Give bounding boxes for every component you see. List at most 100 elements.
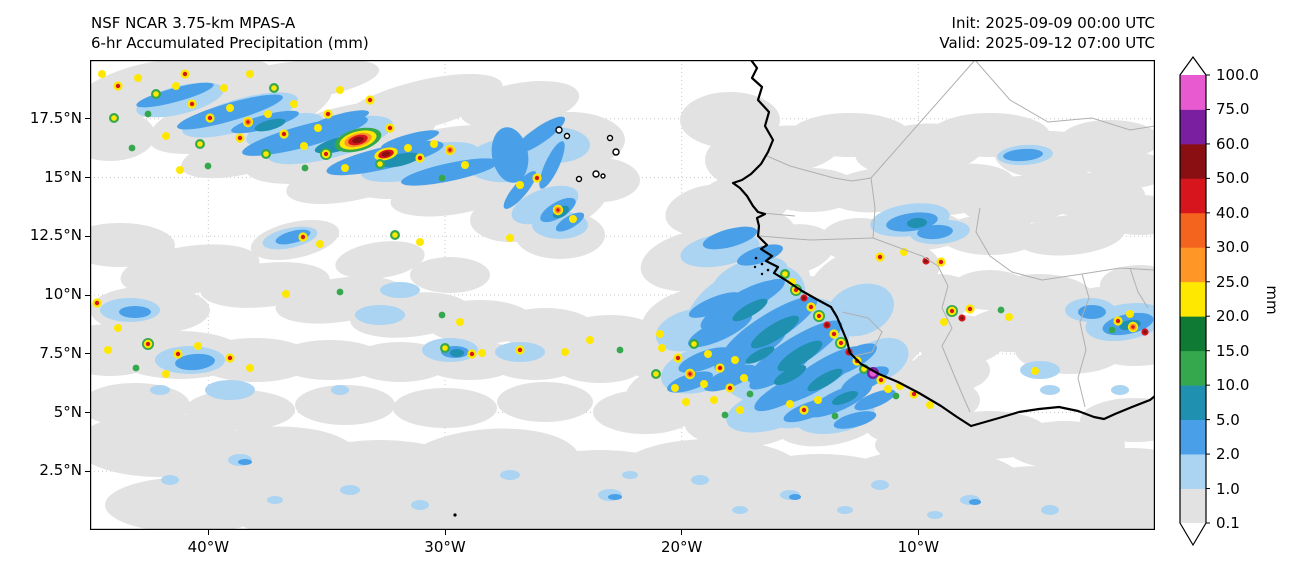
lat-tick-mark bbox=[85, 470, 90, 472]
precip-patch bbox=[500, 470, 520, 480]
precip-cell bbox=[675, 355, 681, 361]
precip-cell bbox=[128, 144, 136, 152]
precip-patch bbox=[491, 127, 529, 183]
precip-cell bbox=[802, 296, 806, 300]
precip-patch bbox=[807, 368, 843, 392]
precip-cell bbox=[392, 232, 398, 238]
precip-cell bbox=[367, 97, 373, 103]
precip-cell bbox=[132, 364, 140, 372]
precipitation-map bbox=[90, 60, 1155, 530]
precip-patch bbox=[1041, 505, 1059, 515]
precip-patch bbox=[731, 278, 785, 312]
precip-cell bbox=[114, 324, 122, 332]
model-name: NSF NCAR 3.75-km MPAS-A bbox=[91, 14, 296, 32]
lat-tick-label: 10°N bbox=[44, 285, 82, 303]
precip-cell bbox=[189, 101, 195, 107]
colorbar-segment bbox=[1180, 212, 1206, 248]
precip-cell bbox=[404, 144, 412, 152]
lon-tick-label: 10°W bbox=[897, 538, 940, 556]
precip-patch bbox=[608, 494, 622, 500]
precip-patch bbox=[515, 116, 565, 154]
precip-patch bbox=[1003, 148, 1043, 162]
precip-cell bbox=[246, 364, 254, 372]
precip-patch bbox=[335, 241, 425, 279]
colorbar-tick-label: 40.0 bbox=[1216, 203, 1250, 222]
precip-cell bbox=[1115, 318, 1121, 324]
island-dot bbox=[453, 513, 457, 517]
precip-cell bbox=[197, 141, 203, 147]
precip-cell bbox=[115, 83, 121, 89]
precip-patch bbox=[175, 353, 215, 371]
precip-patch bbox=[555, 212, 585, 232]
precip-cell bbox=[448, 148, 452, 152]
precip-patch bbox=[401, 158, 499, 186]
lat-tick-mark bbox=[85, 294, 90, 296]
colorbar-segment bbox=[1180, 109, 1206, 145]
precip-cell bbox=[220, 84, 228, 92]
precip-cell bbox=[1131, 325, 1135, 329]
precip-patch bbox=[622, 471, 638, 479]
precip-patch bbox=[910, 348, 990, 392]
precip-patch bbox=[823, 343, 877, 377]
precip-cell bbox=[194, 342, 202, 350]
country-border bbox=[1129, 267, 1149, 309]
precip-patch bbox=[831, 391, 859, 405]
precip-cell bbox=[825, 323, 829, 327]
precip-patch bbox=[687, 312, 753, 348]
colorbar-segment bbox=[1180, 419, 1206, 455]
lon-tick-label: 20°W bbox=[660, 538, 703, 556]
precip-cell bbox=[263, 151, 269, 157]
lon-tick-mark bbox=[207, 530, 209, 535]
country-border bbox=[761, 212, 796, 217]
precip-patch bbox=[1090, 152, 1155, 188]
island-dot bbox=[766, 268, 770, 272]
core-ring bbox=[352, 136, 364, 144]
precip-patch bbox=[969, 499, 981, 505]
colorbar-tick-label: 2.0 bbox=[1216, 445, 1240, 464]
island-dot bbox=[760, 262, 764, 266]
precip-patch bbox=[773, 365, 807, 385]
precip-cell bbox=[430, 140, 438, 148]
precip-patch bbox=[130, 60, 270, 93]
precip-cell bbox=[892, 392, 900, 400]
forecast-times-block: Init: 2025-09-09 00:00 UTC Valid: 2025-0… bbox=[939, 13, 1155, 53]
precip-cell bbox=[246, 120, 250, 124]
precip-cell bbox=[162, 370, 170, 378]
lat-tick-mark bbox=[85, 353, 90, 355]
precip-patch bbox=[754, 368, 826, 412]
island-outline bbox=[575, 175, 583, 183]
precip-cell bbox=[586, 336, 594, 344]
precip-cell bbox=[207, 115, 213, 121]
precip-patch bbox=[411, 500, 429, 510]
precip-cell bbox=[478, 349, 486, 357]
precip-cell bbox=[1143, 330, 1147, 334]
precip-patch bbox=[136, 82, 214, 108]
precip-patch bbox=[267, 496, 283, 504]
country-border bbox=[941, 345, 971, 413]
colorbar-tick-label: 20.0 bbox=[1216, 307, 1250, 326]
precip-patch bbox=[826, 283, 894, 337]
colorbar-segment bbox=[1180, 143, 1206, 179]
precip-patch bbox=[1015, 214, 1125, 256]
precip-cell bbox=[700, 380, 708, 388]
precip-patch bbox=[1080, 398, 1155, 442]
precip-cell bbox=[967, 306, 973, 312]
precip-cell bbox=[290, 100, 298, 108]
lat-tick-mark bbox=[85, 235, 90, 237]
precip-patch bbox=[737, 244, 783, 266]
precip-cell bbox=[1031, 367, 1039, 375]
colorbar-tick-label: 0.1 bbox=[1216, 514, 1240, 532]
colorbar bbox=[1179, 55, 1210, 547]
colorbar-unit-label: mm bbox=[1263, 285, 1281, 315]
precip-cell bbox=[1108, 326, 1116, 334]
precip-patch bbox=[1111, 385, 1129, 395]
island-outline bbox=[592, 170, 600, 178]
precip-cell bbox=[736, 406, 744, 414]
colorbar-under-arrow bbox=[1180, 523, 1206, 545]
precip-cell bbox=[377, 161, 383, 167]
precip-patch bbox=[777, 340, 823, 372]
precip-patch bbox=[380, 152, 420, 168]
core-ring bbox=[381, 151, 391, 157]
colorbar-segment bbox=[1180, 316, 1206, 352]
precip-cell bbox=[316, 240, 324, 248]
